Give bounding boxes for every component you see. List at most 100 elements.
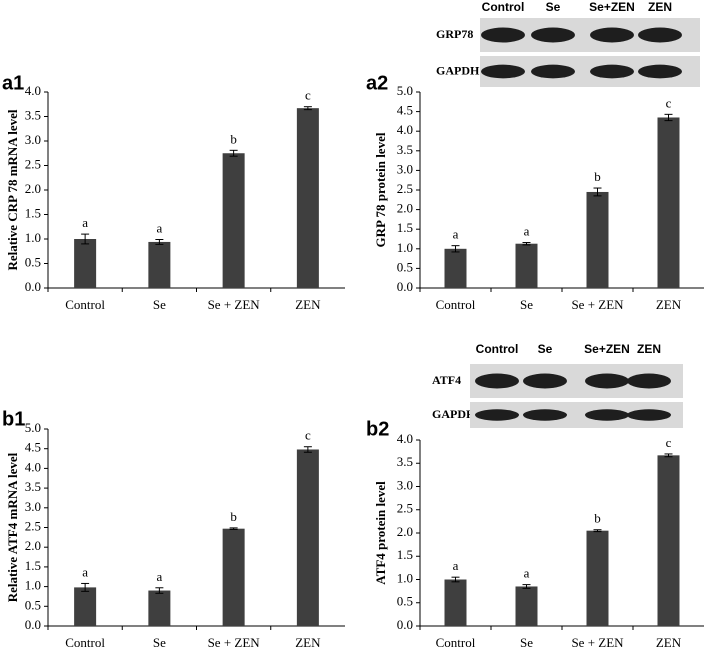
error-bar <box>155 587 164 594</box>
error-bar <box>451 245 460 253</box>
x-tick-label: Se <box>520 635 533 648</box>
lane-label: ZEN <box>637 342 661 356</box>
bar <box>586 191 609 288</box>
y-tick-label: 0.5 <box>397 594 413 609</box>
error-bar <box>451 576 460 583</box>
error-bar <box>229 527 238 530</box>
bar <box>657 455 680 626</box>
y-tick-label: 1.5 <box>25 205 41 220</box>
y-tick-label: 2.5 <box>25 156 41 171</box>
x-tick-label: ZEN <box>295 635 321 648</box>
x-tick-label: Control <box>436 297 476 312</box>
y-tick-label: 4.5 <box>25 440 41 455</box>
y-tick-label: 0.5 <box>397 259 413 274</box>
significance-letter: a <box>524 566 530 581</box>
y-tick-label: 1.5 <box>25 558 41 573</box>
bar <box>296 449 319 626</box>
y-tick-label: 1.5 <box>397 220 413 235</box>
blot-row-label: GAPDH <box>432 407 476 421</box>
x-tick-label: Se + ZEN <box>571 297 624 312</box>
y-tick-label: 1.0 <box>397 240 413 255</box>
y-tick-label: 2.0 <box>397 524 413 539</box>
error-bar <box>81 582 90 592</box>
y-tick-label: 0.5 <box>25 597 41 612</box>
y-tick-label: 4.0 <box>397 431 413 446</box>
significance-letter: c <box>666 95 672 110</box>
bar <box>586 530 609 626</box>
significance-letter: a <box>156 220 162 235</box>
blot-band <box>531 27 575 43</box>
x-tick-label: ZEN <box>295 297 321 312</box>
error-bar <box>155 238 164 245</box>
panel-label: b1 <box>2 408 25 430</box>
y-axis-label: ATF4 protein level <box>373 481 388 585</box>
lane-label: Se <box>538 342 553 356</box>
bar <box>657 117 680 288</box>
y-tick-label: 1.5 <box>397 547 413 562</box>
y-axis-label: Relative ATF4 mRNA level <box>5 452 20 602</box>
blot-band <box>475 409 519 421</box>
y-tick-label: 0.0 <box>25 279 41 294</box>
significance-letter: b <box>594 511 601 526</box>
significance-letter: c <box>305 428 311 443</box>
lane-label: Control <box>476 342 519 356</box>
y-tick-label: 5.0 <box>397 83 413 98</box>
lane-label: Se+ZEN <box>589 0 635 14</box>
blot-band <box>523 409 567 421</box>
y-tick-label: 0.0 <box>25 617 41 632</box>
blot-band <box>638 64 682 79</box>
y-tick-label: 1.0 <box>25 230 41 245</box>
error-bar <box>81 233 90 245</box>
lane-label: Se <box>546 0 561 14</box>
y-tick-label: 2.5 <box>397 181 413 196</box>
y-tick-label: 3.5 <box>397 454 413 469</box>
y-axis-label: Relative CRP 78 mRNA level <box>5 109 20 270</box>
bar <box>444 248 467 288</box>
panel-label: a2 <box>366 72 388 94</box>
y-tick-label: 2.0 <box>25 538 41 553</box>
blot-band <box>481 27 525 43</box>
bar <box>222 528 245 626</box>
blot-row-label: GAPDH <box>436 63 480 77</box>
y-tick-label: 4.5 <box>397 103 413 118</box>
bar <box>222 153 245 288</box>
significance-letter: b <box>230 131 237 146</box>
significance-letter: c <box>666 435 672 450</box>
lane-label: Se+ZEN <box>584 342 630 356</box>
x-tick-label: Control <box>65 297 105 312</box>
blot-band <box>627 373 671 389</box>
x-tick-label: ZEN <box>656 635 682 648</box>
blot-band <box>638 27 682 43</box>
lane-label: Control <box>482 0 525 14</box>
significance-letter: b <box>594 169 601 184</box>
error-bar <box>229 149 238 157</box>
y-tick-label: 4.0 <box>25 459 41 474</box>
error-bar <box>593 529 602 533</box>
y-tick-label: 4.0 <box>25 83 41 98</box>
lane-label: ZEN <box>648 0 672 14</box>
y-tick-label: 0.5 <box>25 254 41 269</box>
blot-band <box>523 373 567 389</box>
y-tick-label: 3.0 <box>397 477 413 492</box>
blot-band <box>590 27 634 43</box>
significance-letter: a <box>156 569 162 584</box>
error-bar <box>522 584 531 589</box>
significance-letter: a <box>453 227 459 242</box>
significance-letter: a <box>82 215 88 230</box>
blot-band <box>585 409 629 421</box>
y-tick-label: 0.0 <box>397 617 413 632</box>
y-tick-label: 2.5 <box>397 501 413 516</box>
x-tick-label: Control <box>65 635 105 648</box>
y-tick-label: 3.0 <box>25 132 41 147</box>
blot-band <box>475 373 519 389</box>
blot-band <box>590 64 634 79</box>
error-bar <box>664 453 673 458</box>
blot-band <box>585 373 629 389</box>
significance-letter: b <box>230 509 237 524</box>
blot-row-label: ATF4 <box>432 373 461 387</box>
y-tick-label: 1.0 <box>25 578 41 593</box>
y-tick-label: 3.5 <box>25 479 41 494</box>
bar <box>444 579 467 626</box>
error-bar <box>522 242 531 246</box>
y-tick-label: 3.5 <box>397 142 413 157</box>
